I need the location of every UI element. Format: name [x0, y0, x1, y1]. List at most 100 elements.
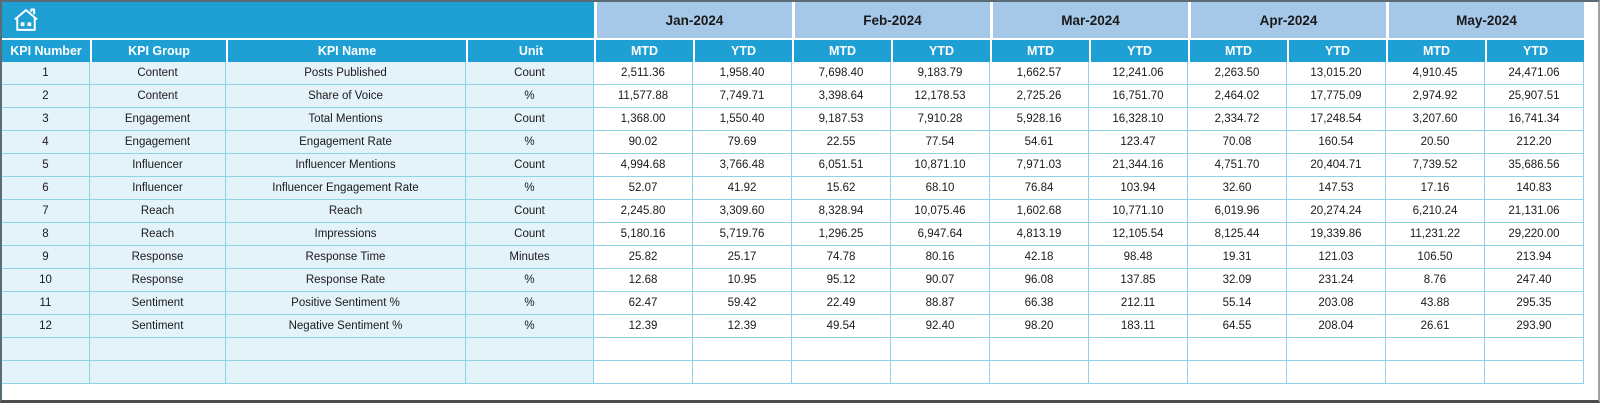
cell-value[interactable]: 247.40 — [1485, 269, 1584, 292]
cell-value[interactable]: 16,328.10 — [1089, 108, 1188, 131]
cell-value[interactable]: 4,813.19 — [990, 223, 1089, 246]
cell-kpi-name[interactable]: Response Time — [226, 246, 466, 269]
cell-value[interactable]: 8,125.44 — [1188, 223, 1287, 246]
cell-value[interactable]: 25,907.51 — [1485, 85, 1584, 108]
cell-unit[interactable]: % — [466, 85, 594, 108]
cell-value[interactable]: 76.84 — [990, 177, 1089, 200]
cell-value[interactable] — [693, 361, 792, 384]
cell-value[interactable] — [990, 361, 1089, 384]
cell-kpi-number[interactable]: 7 — [2, 200, 90, 223]
cell-kpi-group[interactable]: Influencer — [90, 154, 226, 177]
cell-value[interactable] — [1287, 338, 1386, 361]
cell-kpi-name[interactable] — [226, 361, 466, 384]
cell-kpi-group[interactable]: Content — [90, 62, 226, 85]
cell-value[interactable]: 59.42 — [693, 292, 792, 315]
cell-value[interactable]: 32.60 — [1188, 177, 1287, 200]
cell-value[interactable]: 212.20 — [1485, 131, 1584, 154]
cell-value[interactable]: 1,602.68 — [990, 200, 1089, 223]
cell-value[interactable]: 2,245.80 — [594, 200, 693, 223]
cell-kpi-name[interactable]: Reach — [226, 200, 466, 223]
cell-value[interactable]: 2,725.26 — [990, 85, 1089, 108]
cell-value[interactable]: 79.69 — [693, 131, 792, 154]
cell-value[interactable]: 13,015.20 — [1287, 62, 1386, 85]
cell-kpi-number[interactable]: 10 — [2, 269, 90, 292]
cell-kpi-number[interactable]: 2 — [2, 85, 90, 108]
cell-value[interactable]: 25.82 — [594, 246, 693, 269]
cell-value[interactable]: 1,368.00 — [594, 108, 693, 131]
cell-kpi-name[interactable]: Engagement Rate — [226, 131, 466, 154]
cell-kpi-group[interactable]: Influencer — [90, 177, 226, 200]
cell-kpi-name[interactable]: Share of Voice — [226, 85, 466, 108]
cell-value[interactable]: 8,328.94 — [792, 200, 891, 223]
cell-unit[interactable] — [466, 361, 594, 384]
cell-value[interactable]: 80.16 — [891, 246, 990, 269]
cell-value[interactable]: 7,971.03 — [990, 154, 1089, 177]
cell-value[interactable]: 41.92 — [693, 177, 792, 200]
cell-kpi-group[interactable]: Sentiment — [90, 292, 226, 315]
cell-value[interactable]: 8.76 — [1386, 269, 1485, 292]
cell-value[interactable]: 10,871.10 — [891, 154, 990, 177]
cell-value[interactable]: 147.53 — [1287, 177, 1386, 200]
cell-value[interactable]: 203.08 — [1287, 292, 1386, 315]
cell-value[interactable]: 295.35 — [1485, 292, 1584, 315]
cell-value[interactable]: 208.04 — [1287, 315, 1386, 338]
cell-value[interactable]: 20,274.24 — [1287, 200, 1386, 223]
cell-value[interactable]: 7,749.71 — [693, 85, 792, 108]
cell-value[interactable] — [1386, 338, 1485, 361]
cell-value[interactable]: 98.20 — [990, 315, 1089, 338]
cell-value[interactable]: 5,928.16 — [990, 108, 1089, 131]
cell-value[interactable]: 24,471.06 — [1485, 62, 1584, 85]
cell-value[interactable] — [594, 338, 693, 361]
cell-value[interactable]: 16,751.70 — [1089, 85, 1188, 108]
cell-value[interactable]: 26.61 — [1386, 315, 1485, 338]
cell-value[interactable]: 6,210.24 — [1386, 200, 1485, 223]
cell-value[interactable]: 6,019.96 — [1188, 200, 1287, 223]
cell-value[interactable]: 4,751.70 — [1188, 154, 1287, 177]
cell-value[interactable]: 183.11 — [1089, 315, 1188, 338]
cell-value[interactable]: 123.47 — [1089, 131, 1188, 154]
cell-value[interactable]: 212.11 — [1089, 292, 1188, 315]
cell-value[interactable] — [1188, 361, 1287, 384]
cell-value[interactable]: 96.08 — [990, 269, 1089, 292]
cell-kpi-number[interactable]: 8 — [2, 223, 90, 246]
cell-value[interactable]: 10,771.10 — [1089, 200, 1188, 223]
cell-value[interactable]: 98.48 — [1089, 246, 1188, 269]
cell-value[interactable]: 7,698.40 — [792, 62, 891, 85]
cell-value[interactable]: 12,241.06 — [1089, 62, 1188, 85]
cell-value[interactable] — [1485, 361, 1584, 384]
cell-value[interactable]: 17.16 — [1386, 177, 1485, 200]
cell-value[interactable]: 11,577.88 — [594, 85, 693, 108]
cell-value[interactable]: 92.40 — [891, 315, 990, 338]
cell-kpi-name[interactable]: Posts Published — [226, 62, 466, 85]
cell-value[interactable]: 11,231.22 — [1386, 223, 1485, 246]
cell-value[interactable]: 4,910.45 — [1386, 62, 1485, 85]
cell-unit[interactable]: % — [466, 131, 594, 154]
cell-kpi-number[interactable]: 9 — [2, 246, 90, 269]
cell-value[interactable] — [1089, 338, 1188, 361]
cell-kpi-group[interactable]: Reach — [90, 200, 226, 223]
cell-value[interactable]: 1,296.25 — [792, 223, 891, 246]
cell-value[interactable]: 95.12 — [792, 269, 891, 292]
cell-kpi-number[interactable]: 4 — [2, 131, 90, 154]
cell-value[interactable]: 52.07 — [594, 177, 693, 200]
cell-value[interactable]: 7,910.28 — [891, 108, 990, 131]
cell-value[interactable]: 20.50 — [1386, 131, 1485, 154]
cell-value[interactable] — [594, 361, 693, 384]
cell-kpi-name[interactable]: Impressions — [226, 223, 466, 246]
cell-value[interactable]: 12,105.54 — [1089, 223, 1188, 246]
cell-kpi-name[interactable]: Influencer Mentions — [226, 154, 466, 177]
cell-kpi-number[interactable] — [2, 338, 90, 361]
cell-value[interactable] — [1485, 338, 1584, 361]
cell-value[interactable]: 90.07 — [891, 269, 990, 292]
cell-value[interactable]: 106.50 — [1386, 246, 1485, 269]
cell-unit[interactable]: Count — [466, 200, 594, 223]
cell-value[interactable]: 293.90 — [1485, 315, 1584, 338]
cell-value[interactable]: 17,248.54 — [1287, 108, 1386, 131]
cell-value[interactable]: 64.55 — [1188, 315, 1287, 338]
cell-value[interactable]: 54.61 — [990, 131, 1089, 154]
cell-unit[interactable]: Count — [466, 223, 594, 246]
cell-kpi-number[interactable]: 1 — [2, 62, 90, 85]
cell-unit[interactable]: Count — [466, 62, 594, 85]
cell-value[interactable]: 9,183.79 — [891, 62, 990, 85]
cell-value[interactable]: 16,741.34 — [1485, 108, 1584, 131]
